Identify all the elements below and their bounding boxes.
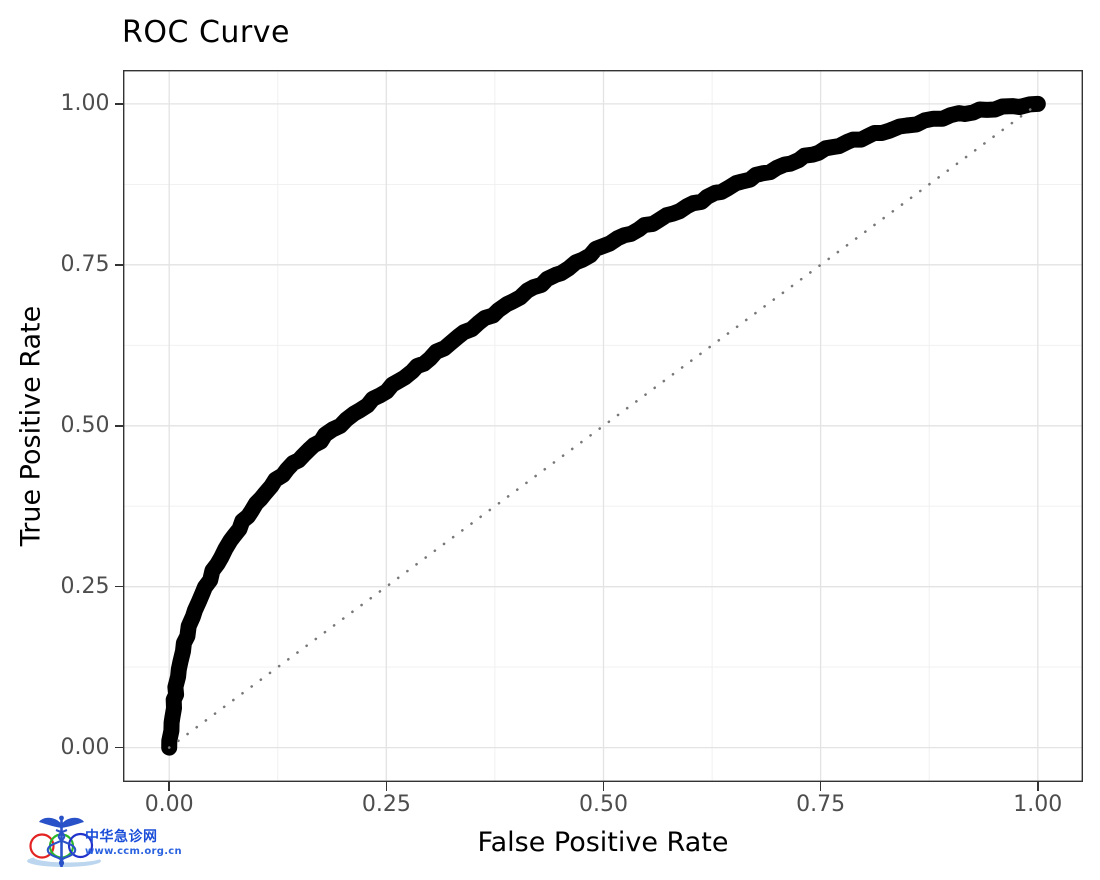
chart-title: ROC Curve — [122, 15, 290, 50]
y-axis-tick — [114, 585, 123, 588]
y-axis-tick-label: 1.00 — [60, 90, 110, 116]
roc-curve — [161, 95, 1046, 756]
y-axis-tick-label: 0.75 — [60, 251, 110, 277]
watermark-site-url: www.ccm.org.cn — [85, 846, 182, 857]
x-axis-tick — [385, 782, 388, 791]
x-axis-tick — [819, 782, 822, 791]
y-axis-tick-label: 0.50 — [60, 412, 110, 438]
y-axis-tick-label: 0.00 — [60, 734, 110, 760]
watermark-site-name: 中华急诊网 — [85, 829, 158, 845]
logo-red-ring — [29, 833, 55, 859]
x-axis-tick-label: 0.25 — [361, 792, 411, 817]
y-axis-tick-label: 0.25 — [60, 573, 110, 599]
x-axis-tick — [602, 782, 605, 791]
x-axis-tick-label: 0.00 — [144, 792, 194, 817]
watermark-logo — [27, 815, 102, 867]
caduceus-icon — [39, 815, 84, 867]
chance-diagonal-line — [167, 102, 1040, 749]
x-axis-tick — [1037, 782, 1039, 791]
y-axis-tick — [114, 103, 123, 105]
x-axis-tick-label: 0.50 — [579, 792, 628, 817]
y-axis-tick — [114, 424, 123, 427]
plot-panel — [123, 70, 1083, 782]
x-axis-tick — [168, 782, 170, 791]
x-axis-tick-label: 0.75 — [796, 792, 846, 817]
watermark: 中华急诊网 www.ccm.org.cn — [24, 811, 284, 877]
x-axis-title: False Positive Rate — [477, 827, 729, 858]
x-axis-tick-label: 1.00 — [1013, 792, 1063, 817]
y-axis-tick — [114, 264, 123, 266]
panel-border — [123, 70, 1083, 782]
logo-blue-ring — [67, 832, 94, 859]
y-axis-tick — [114, 746, 123, 749]
